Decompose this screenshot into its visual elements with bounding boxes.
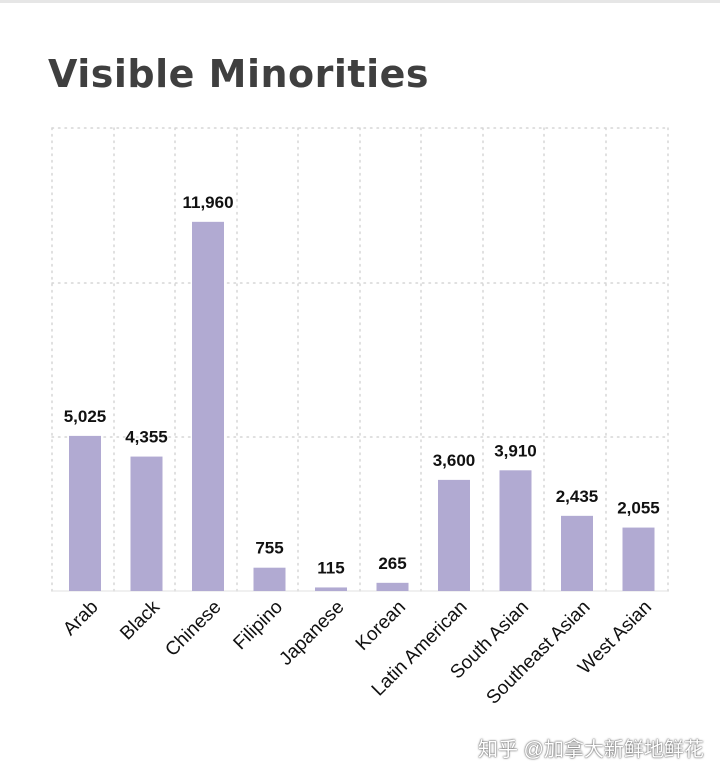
top-divider [0,0,720,3]
value-label-7: 3,910 [494,441,537,460]
bar-8 [561,515,593,591]
bar-2 [192,221,224,592]
value-label-6: 3,600 [433,451,476,470]
value-label-9: 2,055 [617,499,660,518]
watermark: 知乎 @加拿大新鲜地鲜花 [478,739,704,761]
category-label-2: Chinese [161,597,225,661]
value-label-4: 115 [317,558,344,577]
bar-7 [499,470,532,591]
value-label-5: 265 [378,554,406,573]
bar-0 [69,435,101,591]
value-label-0: 5,025 [64,407,107,426]
bar-9 [622,527,655,591]
category-label-0: Arab [59,597,102,640]
bar-4 [315,587,347,591]
value-labels: 5,025 4,355 11,960 755 115 265 3,600 3,910 2,435… [64,193,660,578]
category-label-3: Filipino [230,597,287,654]
category-label-4: Japanese [275,597,348,670]
category-label-8: Southeast Asian [483,597,595,709]
bar-1 [130,456,163,591]
category-label-5: Korean [352,597,410,655]
bar-5 [376,582,409,591]
bar-3 [253,567,286,591]
bar-6 [438,479,470,591]
value-label-3: 755 [255,539,283,558]
bars [69,221,655,592]
value-label-1: 4,355 [125,428,168,447]
value-label-8: 2,435 [556,487,599,506]
category-label-1: Black [116,596,164,644]
value-label-2: 11,960 [182,193,233,212]
chart-title: Visible Minorities [48,52,429,96]
